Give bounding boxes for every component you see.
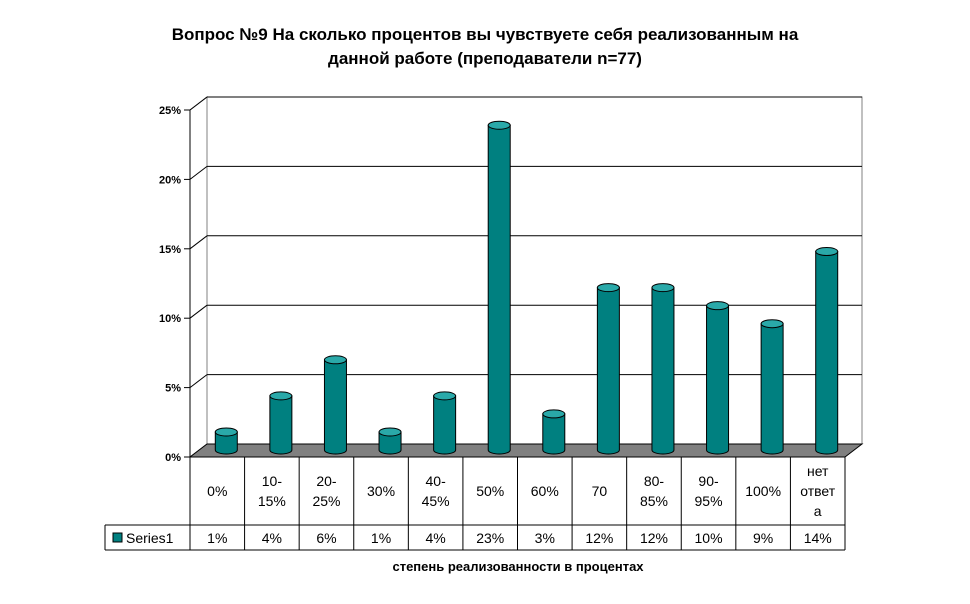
data-value-label: 6% [316,530,336,546]
chart-title-line-1: Вопрос №9 На сколько процентов вы чувств… [172,25,799,44]
bar-body [760,323,784,455]
x-category-label: 0% [207,483,227,499]
data-value-label: 4% [262,530,282,546]
y-tick-label: 5% [165,383,181,395]
data-value-label: 9% [753,530,773,546]
bar-body [433,395,457,455]
bar-body [596,287,620,455]
bar-body [651,287,675,455]
bar-body [214,431,238,455]
bar-top [651,283,675,293]
x-category-label: 20- [316,473,337,489]
x-category-label: 95% [695,493,723,509]
bar-5 [433,391,457,455]
bar-top [214,427,238,437]
plot-area: 0% 5% 10% 15% 20% 25% [159,95,864,464]
x-category-label: 30% [367,483,395,499]
bar-body [378,431,402,455]
bar-top [487,120,511,130]
data-value-label: 10% [695,530,723,546]
x-category-label: 100% [745,483,781,499]
bar-body [542,413,566,455]
data-value-label: 1% [371,530,391,546]
x-category-label: 70 [592,483,608,499]
bar-body [815,251,839,455]
x-category-label: 40- [426,473,447,489]
bar-top [596,283,620,293]
bar-body [323,359,347,455]
x-category-label: 50% [476,483,504,499]
bar-body [706,305,730,455]
y-tick-label: 10% [159,313,181,325]
legend-series-name: Series1 [126,530,174,546]
y-tick-label: 15% [159,244,181,256]
x-category-label: 45% [422,493,450,509]
x-category-label: а [814,503,822,519]
bar-top [760,319,784,329]
gridline-side [189,96,208,111]
bar-7 [542,409,566,455]
bar-11 [760,319,784,455]
y-tick-label: 20% [159,174,181,186]
x-category-label: 25% [312,493,340,509]
side-wall [189,95,208,459]
bar-10 [706,301,730,455]
x-category-label: 60% [531,483,559,499]
gridline-side [189,235,208,250]
bar-top [706,301,730,311]
x-category-label: 85% [640,493,668,509]
data-value-label: 1% [207,530,227,546]
bar-top [323,355,347,365]
bar-top [815,247,839,257]
bar-top [433,391,457,401]
bar-top [269,391,293,401]
legend-swatch [112,532,123,543]
bar-2 [269,391,293,455]
bar-4 [378,427,402,455]
chart-title-line-2: данной работе (преподаватели n=77) [328,49,642,68]
y-tick-label: 25% [159,105,181,117]
bar-top [378,427,402,437]
bar-body [269,395,293,455]
bar-9 [651,283,675,455]
gridline-side [189,166,208,180]
bar-8 [596,283,620,455]
gridline-side [189,374,208,388]
x-axis-label: степень реализованности в процентах [392,559,644,574]
bar-3 [323,355,347,455]
data-value-label: 3% [535,530,555,546]
data-value-label: 12% [585,530,613,546]
back-wall [206,96,863,445]
x-category-label: 10- [262,473,283,489]
data-value-label: 12% [640,530,668,546]
x-category-label: ответ [800,483,835,499]
x-category-label: 80- [644,473,665,489]
bar-top [542,409,566,419]
data-value-label: 4% [426,530,446,546]
x-category-label: 15% [258,493,286,509]
bar-1 [214,427,238,455]
bar-12 [815,247,839,455]
y-tick-label: 0% [165,452,181,464]
x-category-label: нет [807,463,829,479]
bar-body [487,124,511,455]
gridline-side [189,304,208,319]
data-value-label: 23% [476,530,504,546]
bar-6 [487,120,511,455]
data-table: 0% 10- 15% 20- 25% 30% 40- 45% 50% 60% 70 80- 85% 90-… [104,456,846,551]
data-value-label: 14% [804,530,832,546]
x-category-label: 90- [698,473,719,489]
